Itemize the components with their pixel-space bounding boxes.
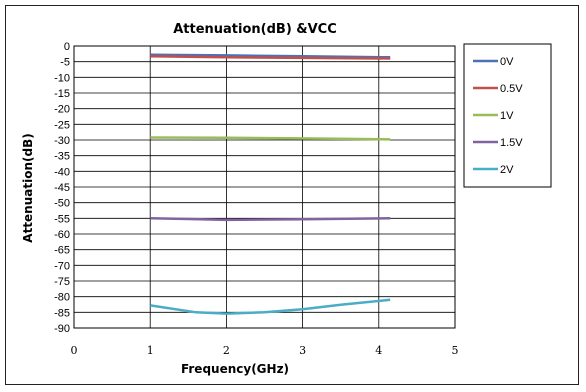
- series-line-2v: [150, 298, 391, 315]
- y-tick-label: -70: [54, 260, 70, 272]
- legend-label-0-5v: 0.5V: [500, 83, 523, 95]
- x-axis-label: Frequency(GHz): [181, 362, 289, 376]
- series-line-1v: [150, 136, 391, 141]
- plot-area: 0 -5 -10 -15 -20 -25 -30 -35 -40 -45 -50 -55 -60 -65 -…: [54, 41, 458, 357]
- series-line-1-5v: [150, 217, 391, 222]
- y-tick-label: -80: [54, 292, 70, 304]
- x-tick-label: 3: [299, 344, 306, 357]
- x-tick-label: 5: [452, 344, 459, 357]
- x-tick-label: 0: [71, 344, 78, 357]
- y-tick-label: -40: [54, 166, 70, 178]
- y-tick-label: -25: [54, 119, 70, 131]
- legend-label-1-5v: 1.5V: [500, 137, 523, 149]
- y-tick-label: -60: [54, 229, 70, 241]
- y-tick-label: -35: [54, 151, 70, 163]
- chart-svg: Attenuation(dB) &VCC Attenuation(dB) Fre…: [21, 22, 552, 376]
- chart-frame: Attenuation(dB) &VCC Attenuation(dB) Fre…: [5, 5, 579, 385]
- y-tick-label: 0: [64, 41, 70, 53]
- x-tick-label: 4: [375, 344, 382, 357]
- plot-border: [73, 45, 456, 329]
- y-tick-label: -65: [54, 245, 70, 257]
- y-tick-label: -5: [60, 57, 70, 69]
- y-tick-label: -75: [54, 276, 70, 288]
- x-tick-label: 1: [147, 344, 154, 357]
- legend-label-0v: 0V: [500, 56, 514, 68]
- y-tick-label: -45: [54, 182, 70, 194]
- y-tick-label: -90: [54, 323, 70, 335]
- series-line-0-5v: [150, 55, 391, 60]
- y-tick-label: -50: [54, 198, 70, 210]
- y-tick-label: -55: [54, 213, 70, 225]
- chart-title: Attenuation(dB) &VCC: [173, 22, 337, 37]
- y-tick-label: -30: [54, 135, 70, 147]
- legend: 0V 0.5V 1V 1.5V 2V: [463, 43, 552, 188]
- y-tick-label: -20: [54, 104, 70, 116]
- y-tick-label: -10: [54, 72, 70, 84]
- series-line-0v: [150, 53, 391, 59]
- y-tick-label: -85: [54, 307, 70, 319]
- legend-label-1v: 1V: [500, 110, 514, 122]
- x-tick-label: 2: [223, 344, 230, 357]
- legend-label-2v: 2V: [500, 164, 514, 176]
- y-tick-label: -15: [54, 88, 70, 100]
- y-axis-label: Attenuation(dB): [21, 133, 35, 242]
